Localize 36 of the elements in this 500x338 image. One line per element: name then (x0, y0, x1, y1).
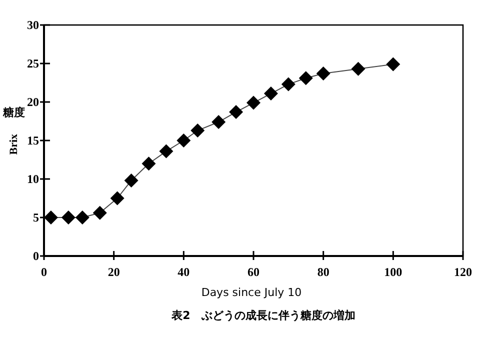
point (386, 57, 400, 72)
point (229, 105, 244, 120)
x-tick-label: 120 (454, 265, 472, 279)
point (142, 156, 156, 171)
y-tick-label: 10 (27, 172, 39, 186)
x-tick-label: 20 (108, 265, 120, 279)
y-tick-label: 25 (27, 56, 39, 70)
point (110, 191, 124, 206)
point (124, 174, 138, 188)
point (246, 96, 260, 110)
x-tick-label: 60 (248, 265, 260, 279)
x-axis-title: Days since July 10 (201, 286, 302, 299)
point (316, 66, 330, 81)
text: 糖度 (2, 106, 25, 119)
x-tick-label: 80 (317, 265, 330, 279)
y-tick-label: 15 (27, 134, 39, 148)
point (44, 210, 58, 224)
point (159, 144, 174, 158)
y-tick-label: 5 (33, 210, 39, 224)
y-tick-label: 0 (33, 249, 39, 263)
point (176, 134, 191, 148)
point (298, 71, 313, 86)
y-axis-title: Brix (8, 133, 20, 155)
point (264, 86, 278, 101)
point (351, 62, 366, 76)
point (75, 210, 90, 224)
x-tick-label: 100 (384, 265, 402, 279)
point (190, 123, 205, 138)
text: 表2 ぶどうの成長に伴う糖度の増加 (170, 309, 356, 322)
y-tick-label: 30 (27, 18, 39, 32)
y-tick-label: 20 (27, 95, 39, 109)
point (92, 206, 107, 220)
point (61, 210, 76, 224)
x-tick-label: 40 (178, 265, 190, 279)
point (281, 77, 296, 92)
point (212, 115, 226, 130)
